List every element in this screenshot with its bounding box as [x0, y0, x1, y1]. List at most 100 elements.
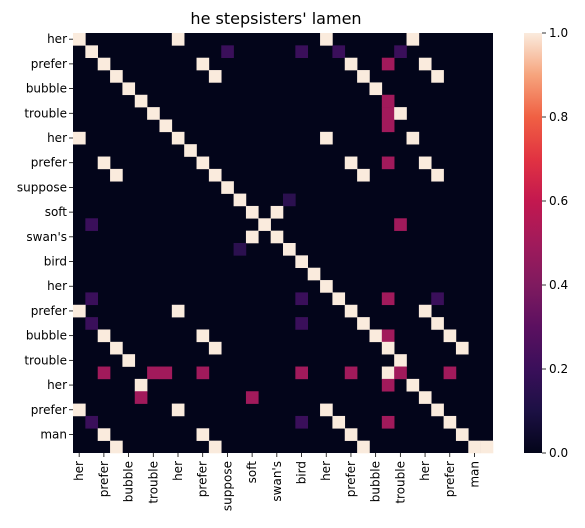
y-tick-label: trouble [24, 106, 67, 120]
heatmap-cell [97, 366, 111, 380]
heatmap-cell [110, 341, 123, 355]
colorbar-tick-label: 1.0 [549, 26, 568, 40]
y-tick-label: bird [44, 255, 67, 269]
heatmap-cell [369, 82, 383, 96]
heatmap-cell [418, 57, 432, 71]
heatmap-cell [443, 329, 457, 343]
heatmap-cell [406, 131, 420, 145]
heatmap-cell [344, 304, 358, 318]
heatmap-cell [110, 168, 123, 182]
x-tick-label: trouble [393, 461, 407, 504]
x-tick-label: prefer [196, 461, 210, 497]
heatmap-cell [332, 415, 346, 429]
heatmap-cell [73, 403, 86, 417]
y-tick-label: swan's [26, 230, 67, 244]
heatmap-cell [196, 329, 210, 343]
x-tick-label: her [418, 461, 432, 481]
heatmap-cell [394, 354, 407, 367]
heatmap-cell [344, 428, 358, 441]
heatmap-cell [418, 391, 432, 404]
heatmap-cell [208, 70, 222, 83]
heatmap-cell [344, 366, 358, 380]
heatmap-cell [381, 341, 395, 355]
heatmap-cell [455, 428, 469, 441]
x-tick-label: her [171, 461, 185, 481]
heatmap-cell [381, 366, 395, 380]
heatmap-cell [369, 329, 383, 343]
x-tick-label: trouble [146, 461, 160, 504]
heatmap-cell [381, 94, 395, 108]
heatmap-cell [295, 317, 308, 330]
x-tick-label: her [319, 461, 333, 481]
heatmap-cell [394, 107, 407, 120]
heatmap-cell [73, 304, 86, 318]
heatmap-cell [357, 317, 370, 330]
heatmap-cell [418, 156, 432, 170]
colorbar: 0.0 0.2 0.4 0.6 0.8 1.0 [524, 26, 568, 460]
heatmap-cell [196, 428, 210, 441]
heatmap-cell [134, 94, 148, 108]
heatmap-cell [245, 205, 259, 219]
heatmap-cell [196, 366, 210, 380]
heatmap-cell [159, 119, 173, 133]
heatmap-cell [97, 428, 111, 441]
y-tick-label: her [47, 131, 67, 145]
heatmap-cell [147, 107, 160, 120]
y-tick-label: her [47, 378, 67, 392]
heatmap-cell [147, 366, 160, 380]
heatmap-cell [332, 292, 346, 306]
y-tick-label: her [47, 32, 67, 46]
colorbar-tick-label: 0.0 [549, 446, 568, 460]
heatmap-cell [431, 317, 444, 330]
heatmap-cell [171, 304, 185, 318]
heatmap-cell [443, 415, 457, 429]
colorbar-tick-label: 0.4 [549, 278, 568, 292]
heatmap-cell [171, 403, 185, 417]
heatmap-cell [381, 119, 395, 133]
heatmap-cell [381, 415, 395, 429]
heatmap-cell [320, 131, 333, 145]
y-tick-label: prefer [31, 57, 67, 71]
heatmap-cell [270, 230, 284, 244]
heatmap-cell [233, 193, 247, 207]
heatmap-cell [97, 329, 111, 343]
heatmap-cell [258, 218, 271, 231]
heatmap-cell [357, 168, 370, 182]
heatmap-cell [196, 156, 210, 170]
y-tick-label: her [47, 279, 67, 293]
colorbar-tick-label: 0.6 [549, 194, 568, 208]
y-tick-label: prefer [31, 156, 67, 170]
x-tick-label: bubble [369, 461, 383, 502]
heatmap-cell [468, 440, 481, 454]
heatmap-cell [394, 218, 407, 231]
heatmap-cell [73, 131, 86, 145]
heatmap-cell [332, 45, 346, 58]
heatmap-cell [208, 440, 222, 454]
y-tick-label: bubble [26, 329, 67, 343]
y-tick-label: bubble [26, 82, 67, 96]
heatmap-cell [245, 230, 259, 244]
heatmap-cell [85, 317, 98, 330]
heatmap-cell [221, 45, 234, 58]
heatmap-cell [85, 415, 98, 429]
x-tick-label: bubble [122, 461, 136, 502]
y-tick-label: trouble [24, 353, 67, 367]
colorbar-tick-label: 0.2 [549, 362, 568, 376]
heatmap-cell [431, 403, 444, 417]
heatmap-cell [357, 440, 370, 454]
heatmap-cell [344, 156, 358, 170]
heatmap-cell [320, 280, 333, 293]
heatmap-cell [85, 45, 98, 58]
heatmap-cell [431, 292, 444, 306]
heatmap-cell [344, 57, 358, 71]
heatmap-cell [307, 267, 321, 281]
heatmap-cell [320, 403, 333, 417]
heatmap-cell [122, 354, 136, 367]
x-tick-label: swan's [270, 461, 284, 502]
heatmap-cell [283, 243, 296, 256]
heatmap-cell [233, 243, 247, 256]
heatmap-cell [357, 70, 370, 83]
x-tick-label: her [72, 461, 86, 481]
heatmap-cell [85, 218, 98, 231]
heatmap-cell [320, 33, 333, 46]
